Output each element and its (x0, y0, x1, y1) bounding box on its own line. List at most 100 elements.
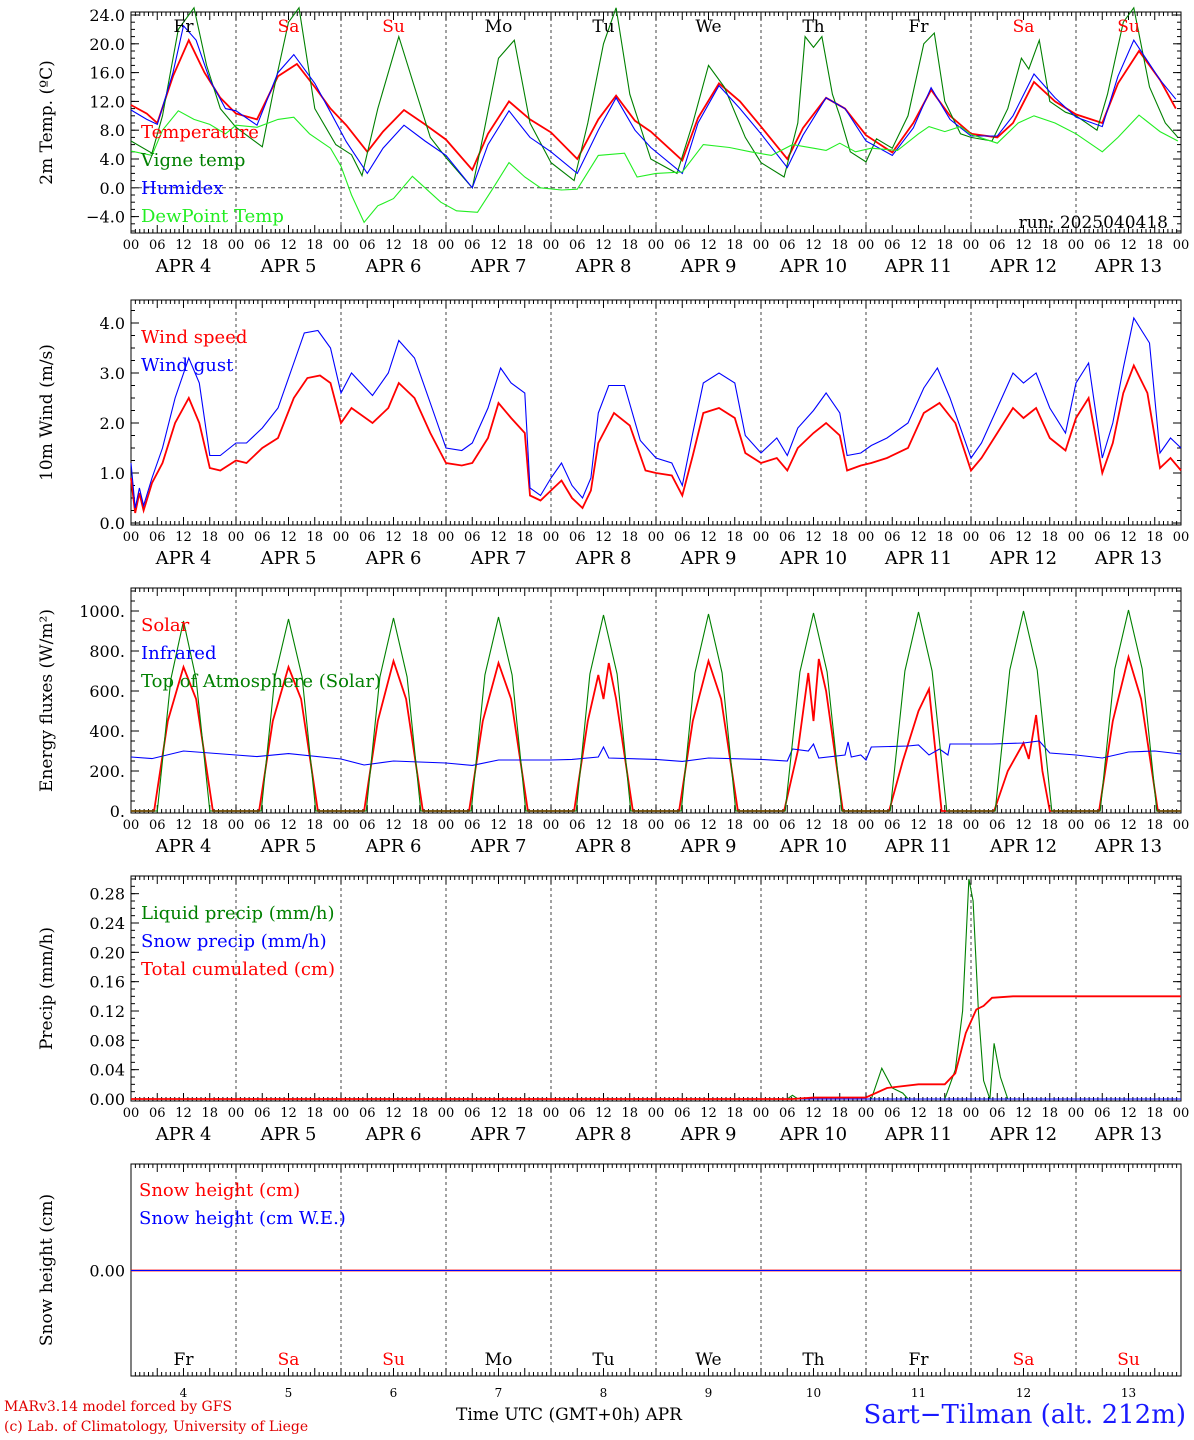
hour-label: 00 (1173, 1106, 1190, 1121)
hour-label: 06 (884, 238, 901, 253)
hour-label: 18 (516, 1106, 533, 1121)
series-line-vigne-temp (130, 6, 1179, 189)
hour-label: 06 (989, 1106, 1006, 1121)
date-label: APR 4 (155, 256, 212, 277)
hour-label: 18 (306, 1106, 323, 1121)
date-label: APR 10 (779, 1124, 847, 1145)
hour-label: 00 (753, 818, 770, 833)
hour-label: 06 (779, 818, 796, 833)
hour-label: 06 (359, 818, 376, 833)
hour-label: 18 (1041, 238, 1058, 253)
hour-label: 18 (411, 818, 428, 833)
model-credit: MARv3.14 model forced by GFS (4, 1399, 233, 1415)
hour-label: 00 (438, 530, 455, 545)
hour-label: 06 (464, 1106, 481, 1121)
hour-label: 06 (359, 530, 376, 545)
date-label: APR 7 (470, 836, 527, 857)
hour-label: 12 (490, 530, 507, 545)
hour-label: 06 (674, 818, 691, 833)
legend-entry: Liquid precip (mm/h) (141, 903, 335, 924)
hour-label: 06 (149, 530, 166, 545)
hour-label: 18 (726, 1106, 743, 1121)
y-tick-label: 0.0 (100, 514, 125, 533)
hour-label: 12 (1120, 530, 1137, 545)
day-number: 10 (806, 1386, 821, 1400)
date-label: APR 5 (260, 836, 317, 857)
hour-label: 06 (884, 1106, 901, 1121)
hour-label: 06 (464, 238, 481, 253)
hour-label: 06 (359, 1106, 376, 1121)
hour-label: 18 (621, 530, 638, 545)
hour-label: 18 (936, 1106, 953, 1121)
hour-label: 00 (543, 530, 560, 545)
hour-label: 00 (438, 818, 455, 833)
hour-label: 00 (333, 238, 350, 253)
day-name: Su (382, 17, 405, 37)
date-label: APR 13 (1094, 548, 1162, 569)
hour-label: 06 (884, 818, 901, 833)
hour-label: 00 (438, 1106, 455, 1121)
hour-label: 06 (989, 238, 1006, 253)
day-number: 7 (495, 1386, 503, 1400)
y-tick-label: 800. (89, 642, 125, 661)
hour-label: 18 (726, 238, 743, 253)
hour-label: 18 (726, 530, 743, 545)
series-line-wind-gust (130, 316, 1182, 509)
hour-label: 18 (1146, 530, 1163, 545)
hour-label: 06 (1094, 238, 1111, 253)
hour-label: 00 (543, 818, 560, 833)
date-label: APR 7 (470, 1124, 527, 1145)
date-label: APR 8 (575, 836, 632, 857)
hour-label: 06 (569, 818, 586, 833)
date-label: APR 4 (155, 548, 212, 569)
hour-label: 12 (280, 1106, 297, 1121)
hour-label: 12 (595, 530, 612, 545)
hour-label: 06 (674, 238, 691, 253)
hour-label: 12 (910, 530, 927, 545)
hour-label: 12 (805, 1106, 822, 1121)
day-name: Su (1117, 1350, 1140, 1370)
series-line-total-cumulated-cm- (131, 995, 1181, 1100)
date-label: APR 6 (365, 548, 422, 569)
date-label: APR 10 (779, 256, 847, 277)
hour-label: 06 (464, 530, 481, 545)
hour-label: 00 (543, 1106, 560, 1121)
hour-label: 12 (280, 818, 297, 833)
date-label: APR 8 (575, 548, 632, 569)
y-axis-label: 10m Wind (m/s) (37, 344, 57, 481)
day-name: Mo (485, 17, 513, 37)
hour-label: 06 (254, 530, 271, 545)
day-number: 9 (705, 1386, 713, 1400)
hour-label: 18 (621, 238, 638, 253)
y-tick-label: 0.04 (89, 1061, 125, 1080)
legend-entry: DewPoint Temp (141, 206, 284, 227)
date-label: APR 12 (989, 256, 1057, 277)
hour-label: 18 (411, 238, 428, 253)
hour-label: 12 (385, 238, 402, 253)
hour-label: 18 (516, 238, 533, 253)
hour-label: 00 (648, 818, 665, 833)
day-name: Fr (174, 17, 195, 37)
y-tick-label: 20.0 (89, 35, 125, 54)
hour-label: 06 (1094, 530, 1111, 545)
day-name: Fr (909, 1350, 930, 1370)
day-name: Su (1117, 17, 1140, 37)
run-label: run: 2025040418 (1019, 213, 1168, 233)
date-label: APR 12 (989, 1124, 1057, 1145)
y-axis-label: Snow height (cm) (37, 1194, 57, 1346)
y-tick-label: 0.20 (89, 943, 125, 962)
hour-label: 18 (831, 818, 848, 833)
legend-entry: Snow height (cm W.E.) (139, 1208, 346, 1229)
hour-label: 06 (1094, 1106, 1111, 1121)
hour-label: 12 (175, 530, 192, 545)
hour-label: 00 (858, 818, 875, 833)
day-name: We (695, 17, 721, 37)
series-line-dewpoint-temp (130, 110, 1179, 224)
hour-label: 12 (1120, 818, 1137, 833)
y-axis-label: Precip (mm/h) (37, 927, 57, 1050)
hour-label: 12 (910, 238, 927, 253)
y-tick-label: 600. (89, 682, 125, 701)
hour-label: 18 (516, 818, 533, 833)
date-label: APR 4 (155, 1124, 212, 1145)
hour-label: 12 (490, 818, 507, 833)
